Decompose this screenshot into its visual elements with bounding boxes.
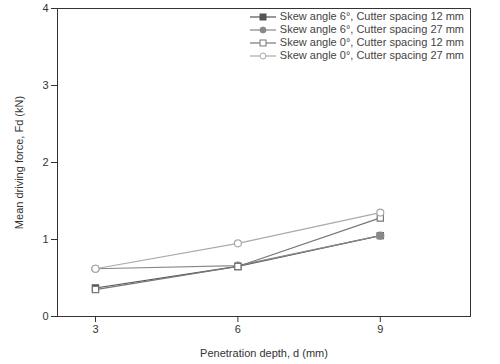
- svg-text:4: 4: [42, 2, 48, 14]
- html-text:Skew angle 0°, Cutter spacing: Skew angle 0°, Cutter spacing 27 mm: [279, 49, 464, 61]
- svg-text:3: 3: [42, 79, 48, 91]
- svg-text:6: 6: [235, 323, 241, 335]
- html-text:Skew angle 0°, Cutter spacing: Skew angle 0°, Cutter spacing 12 mm: [279, 36, 464, 48]
- svg-text:9: 9: [377, 323, 383, 335]
- svg-text:3: 3: [92, 323, 98, 335]
- html-text:Skew angle 6°, Cutter spacing: Skew angle 6°, Cutter spacing 27 mm: [279, 23, 464, 35]
- svg-text:Penetration depth, d (mm): Penetration depth, d (mm): [200, 347, 328, 359]
- svg-text:2: 2: [42, 156, 48, 168]
- svg-text:1: 1: [42, 233, 48, 245]
- html-text:Skew angle 6°, Cutter spacing: Skew angle 6°, Cutter spacing 12 mm: [279, 10, 464, 22]
- svg-text:Mean driving force, Fd (kN): Mean driving force, Fd (kN): [13, 96, 25, 229]
- svg-text:0: 0: [42, 310, 48, 322]
